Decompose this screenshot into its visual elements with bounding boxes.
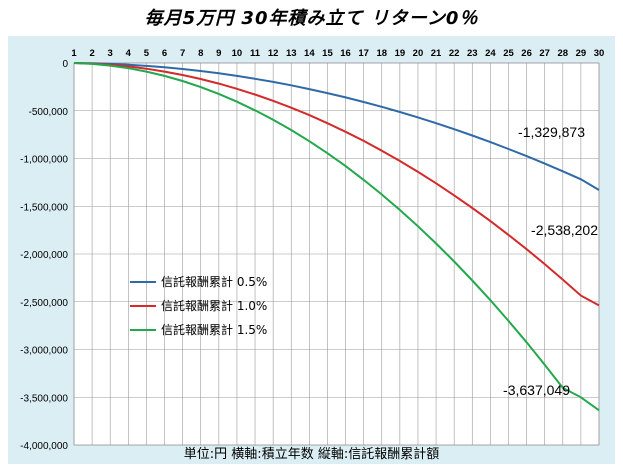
legend: 信託報酬累計 0.5% 信託報酬累計 1.0% 信託報酬累計 1.5% [130,274,267,337]
x-tick-label: 2 [89,48,94,59]
x-tick-label: 20 [413,48,424,59]
x-tick-label: 27 [539,48,550,59]
chart-title: 毎月5万円 30年積み立て リターン0％ [144,8,479,29]
y-tick-label: -500,000 [29,107,69,118]
x-tick-label: 4 [126,48,132,59]
x-tick-label: 1 [71,48,77,59]
x-tick-label: 12 [268,48,279,59]
y-tick-label: -3,000,000 [20,346,68,357]
chart-area: 1 2 3 4 5 6 7 8 9 10 11 12 13 14 15 16 17 18 19 20 21 22 23 24 2… [8,36,615,464]
y-tick-labels: 0 -500,000 -1,000,000 -1,500,000 -2,000,000 -… [20,59,68,452]
x-tick-label: 3 [108,48,113,59]
x-tick-label: 16 [340,48,351,59]
x-tick-label: 26 [521,48,532,59]
x-tick-label: 11 [250,48,261,59]
x-tick-label: 13 [286,48,297,59]
series-line-3 [73,62,600,412]
x-tick-label: 28 [558,48,569,59]
x-tick-label: 15 [322,48,333,59]
x-tick-label: 8 [198,48,203,59]
data-label-3: -3,637,049 [503,382,570,398]
x-tick-label: 22 [449,48,460,59]
data-labels: -1,329,873 -2,538,202 -3,637,049 [503,124,598,398]
data-label-2: -2,538,202 [531,222,598,238]
y-tick-label: -2,500,000 [20,298,68,309]
legend-entry-2: 信託報酬累計 1.0% [161,298,267,313]
x-tick-label: 9 [216,48,221,59]
y-tick-label: -1,000,000 [20,155,68,166]
x-tick-label: 25 [503,48,514,59]
data-label-1: -1,329,873 [518,124,585,140]
y-tick-label: -3,500,000 [20,393,68,404]
y-tick-label: 0 [62,59,68,70]
x-tick-label: 30 [594,48,605,59]
x-tick-label: 21 [431,48,442,59]
legend-entry-3: 信託報酬累計 1.5% [161,322,267,337]
x-tick-label: 6 [162,48,167,59]
x-tick-label: 29 [576,48,587,59]
series-line-1 [73,62,600,191]
x-tick-label: 14 [304,48,315,59]
gridlines [73,62,600,446]
series-lines [73,62,600,412]
x-tick-label: 10 [232,48,243,59]
x-tick-labels: 1 2 3 4 5 6 7 8 9 10 11 12 13 14 15 16 17 18 19 20 21 22 23 24 2… [71,48,604,59]
axis-description: 単位:円 横軸:積立年数 縦軸:信託報酬累計額 [183,447,440,462]
x-tick-label: 19 [395,48,406,59]
y-tick-label: -4,000,000 [20,441,68,452]
x-tick-label: 17 [358,48,369,59]
line-chart: 1 2 3 4 5 6 7 8 9 10 11 12 13 14 15 16 17 18 19 20 21 22 23 24 2… [20,48,604,452]
x-tick-label: 24 [485,48,496,59]
x-tick-label: 5 [144,48,150,59]
y-tick-label: -2,000,000 [20,250,68,261]
x-tick-label: 18 [376,48,387,59]
legend-entry-1: 信託報酬累計 0.5% [161,274,267,289]
x-tick-label: 7 [180,48,185,59]
x-tick-label: 23 [467,48,478,59]
series-line-2 [73,62,600,307]
y-tick-label: -1,500,000 [20,202,68,213]
